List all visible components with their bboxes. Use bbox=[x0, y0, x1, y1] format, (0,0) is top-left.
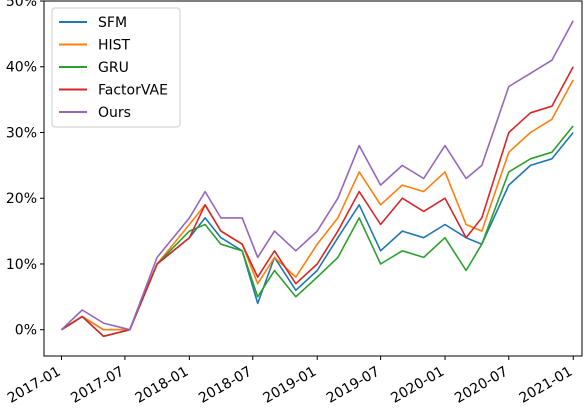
x-tick-label: 2017-07 bbox=[68, 364, 127, 407]
x-tick-label: 2020-07 bbox=[452, 364, 511, 407]
legend-label: Ours bbox=[98, 105, 131, 121]
legend-label: FactorVAE bbox=[98, 83, 168, 99]
series-lines bbox=[60, 20, 574, 338]
x-tick-label: 2019-07 bbox=[324, 364, 383, 407]
x-tick-label: 2021-01 bbox=[517, 364, 576, 407]
y-axis: 0% 10% 20% 30% 40% 50% bbox=[6, 0, 44, 339]
series-line-3 bbox=[61, 66, 574, 338]
y-tick-label: 20% bbox=[6, 191, 37, 207]
series-line-4 bbox=[60, 20, 574, 331]
legend-label: HIST bbox=[98, 38, 131, 54]
x-tick-label: 2018-01 bbox=[133, 364, 192, 407]
x-tick-label: 2019-01 bbox=[261, 364, 320, 407]
y-tick-label: 50% bbox=[6, 0, 37, 10]
y-tick-label: 40% bbox=[6, 60, 37, 76]
y-tick-label: 30% bbox=[6, 125, 37, 141]
x-tick-label: 2018-07 bbox=[196, 364, 255, 407]
legend-label: GRU bbox=[98, 60, 129, 76]
legend-label: SFM bbox=[98, 15, 127, 31]
x-tick-label: 2020-01 bbox=[388, 364, 447, 407]
x-tick-label: 2017-01 bbox=[5, 364, 64, 407]
y-tick-label: 10% bbox=[6, 257, 37, 273]
y-tick-label: 0% bbox=[15, 323, 37, 339]
legend-box bbox=[51, 7, 181, 128]
legend: SFM HIST GRU FactorVAE Ours bbox=[51, 7, 181, 128]
plot-frame bbox=[43, 0, 583, 357]
x-axis: 2017-01 2017-07 2018-01 2018-07 2019-01 2019-… bbox=[5, 356, 575, 407]
